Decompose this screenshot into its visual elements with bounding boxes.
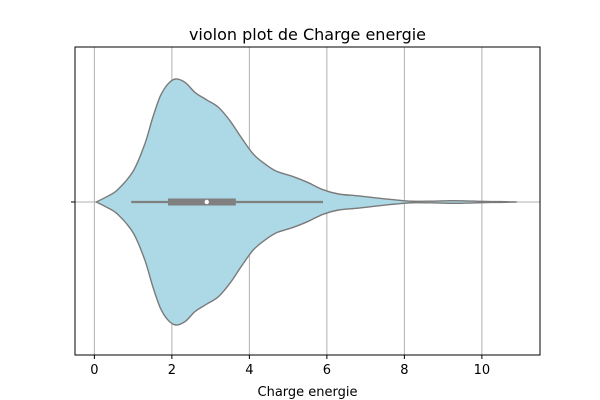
chart-title: violon plot de Charge energie <box>189 25 426 44</box>
x-tick-label-8: 8 <box>400 363 408 378</box>
box-iqr <box>168 198 236 206</box>
x-tick-label-6: 6 <box>323 363 331 378</box>
axes-frame <box>74 46 541 356</box>
x-tick-label-4: 4 <box>245 363 253 378</box>
x-tick-label-0: 0 <box>90 363 98 378</box>
x-tick-label-2: 2 <box>168 363 176 378</box>
x-tick-label-10: 10 <box>474 363 491 378</box>
median-marker <box>204 199 209 205</box>
x-axis-ticks: 0 2 4 6 8 10 <box>90 355 490 378</box>
x-axis-label: Charge energie <box>258 385 358 400</box>
